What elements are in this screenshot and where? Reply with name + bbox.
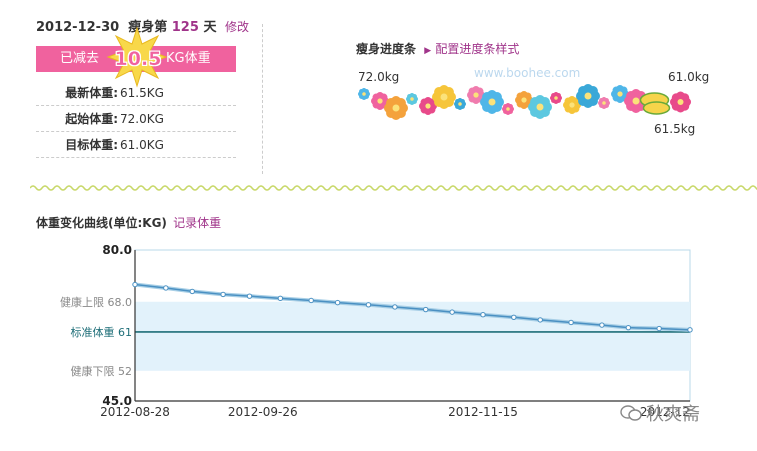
flower-progress-bar: [358, 84, 691, 120]
lost-value: 10.5: [114, 48, 162, 70]
x-tick-label: 2012-09-26: [228, 405, 298, 419]
slipper-icon: [639, 92, 671, 115]
y-tick-label: 标准体重 61: [71, 325, 133, 339]
flower-icon: [502, 103, 514, 115]
stat-value: 61.5KG: [120, 86, 164, 100]
stat-start-weight: 起始体重: 72.0KG: [36, 106, 236, 132]
data-point: [189, 288, 195, 295]
days-count: 125: [171, 20, 199, 35]
config-progress-link[interactable]: 配置进度条样式: [435, 42, 520, 56]
flower-icon: [576, 84, 600, 108]
data-point: [220, 291, 226, 298]
y-tick-label: 健康上限 68.0: [60, 295, 132, 309]
flower-icon: [467, 86, 485, 104]
data-point: [568, 319, 574, 326]
data-point: [163, 285, 169, 291]
lost-prefix: 已减去: [60, 51, 100, 66]
wavy-divider: [30, 185, 757, 191]
curve-title: 体重变化曲线(单位:KG): [36, 216, 167, 230]
flower-icon: [358, 88, 370, 100]
progress-start-weight: 72.0kg: [358, 70, 400, 84]
vertical-divider: [262, 24, 263, 174]
data-point: [656, 325, 662, 332]
data-point: [423, 306, 429, 313]
stat-value: 72.0KG: [120, 112, 164, 126]
data-point: [599, 322, 605, 328]
wechat-icon: [620, 405, 642, 421]
stat-label: 最新体重:: [65, 86, 118, 100]
days-suffix: 天: [203, 20, 217, 35]
progress-panel: 瘦身进度条 ▶ 配置进度条样式 72.0kg www.boohee.com 61…: [356, 40, 716, 140]
stat-label: 目标体重:: [65, 138, 118, 152]
stat-latest-weight: 最新体重: 61.5KG: [36, 80, 236, 106]
footer-watermark-text: 秋爽斋: [646, 404, 700, 425]
progress-title: 瘦身进度条: [356, 42, 417, 56]
stat-label: 起始体重:: [65, 112, 118, 126]
series-line: [134, 283, 691, 331]
x-tick-label: 2012-08-28: [100, 405, 170, 419]
flower-icon: [528, 95, 552, 119]
data-point: [308, 297, 314, 304]
flower-icon: [432, 85, 456, 109]
progress-target-weight: 61.0kg: [668, 70, 710, 84]
healthy-band: [135, 301, 690, 371]
summary-panel: 2012-12-30 瘦身第 125 天 修改 已减去 10.5 KG体重 最新…: [36, 14, 264, 158]
flower-icon: [550, 92, 562, 104]
flower-icon: [384, 96, 408, 120]
data-point: [449, 309, 455, 315]
progress-current-weight: 61.5kg: [654, 122, 696, 136]
triangle-right-icon: ▶: [424, 46, 432, 56]
x-tick-label: 2012-11-15: [448, 405, 518, 419]
current-date: 2012-12-30: [36, 20, 120, 35]
weight-chart: 80.0 健康上限 68.0 标准体重 61 健康下限 52 45.02012-08-2…: [60, 243, 693, 419]
flower-icon: [419, 97, 437, 115]
record-weight-link[interactable]: 记录体重: [173, 216, 222, 230]
data-point: [511, 314, 517, 321]
x-tick-label: 2012-12: [640, 405, 690, 419]
y-tick-label: 80.0: [102, 243, 132, 257]
lost-suffix: KG体重: [166, 51, 211, 66]
footer-watermark: 秋爽斋: [620, 400, 700, 426]
flower-icon: [611, 85, 629, 103]
data-point: [480, 312, 486, 318]
flower-icon: [598, 97, 610, 109]
lost-weight-banner: 已减去 10.5 KG体重: [36, 26, 236, 88]
flower-icon: [670, 91, 691, 113]
curve-title-line: 体重变化曲线(单位:KG) 记录体重: [36, 214, 221, 231]
date-line: 2012-12-30 瘦身第 125 天 修改: [36, 14, 264, 40]
y-tick-label: 健康下限 52: [71, 364, 133, 378]
y-tick-label: 45.0: [102, 394, 132, 408]
data-point: [687, 327, 693, 333]
flower-icon: [480, 90, 504, 114]
data-point: [246, 293, 253, 299]
progress-watermark: www.boohee.com: [474, 66, 581, 80]
data-point: [277, 295, 284, 302]
progress-title-line: 瘦身进度条 ▶ 配置进度条样式: [356, 40, 716, 57]
star-burst-icon: [106, 26, 168, 88]
data-point: [132, 281, 138, 288]
data-point: [334, 299, 341, 306]
data-point: [365, 302, 372, 308]
flower-icon: [406, 93, 418, 105]
flower-icon: [563, 96, 581, 114]
data-point: [537, 317, 543, 323]
data-point: [392, 304, 398, 310]
stat-target-weight: 目标体重: 61.0KG: [36, 132, 236, 158]
edit-link[interactable]: 修改: [224, 20, 249, 34]
stat-value: 61.0KG: [120, 138, 164, 152]
flower-icon: [454, 98, 466, 110]
data-point: [625, 324, 632, 331]
weight-stats: 最新体重: 61.5KG 起始体重: 72.0KG 目标体重: 61.0KG: [36, 80, 236, 158]
